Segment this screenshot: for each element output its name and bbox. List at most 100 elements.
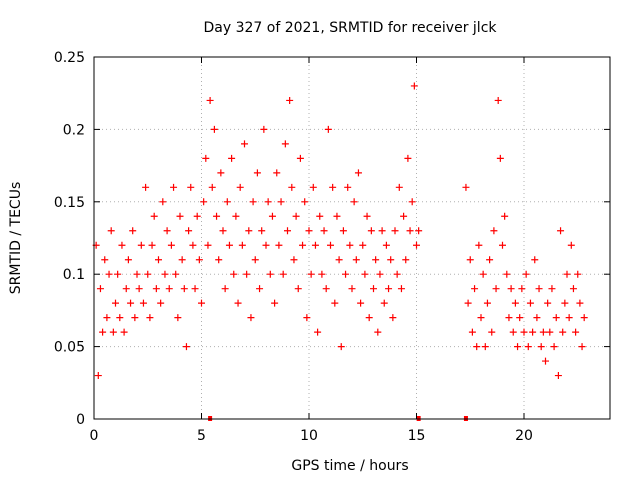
data-point xyxy=(352,256,360,264)
data-point xyxy=(346,241,354,249)
data-point xyxy=(335,256,343,264)
data-point xyxy=(256,285,264,293)
data-point xyxy=(578,343,586,351)
data-point xyxy=(391,227,399,235)
data-point xyxy=(565,314,573,322)
data-point xyxy=(202,154,210,162)
data-point xyxy=(236,183,244,191)
data-point xyxy=(322,285,330,293)
data-point xyxy=(535,285,543,293)
data-point xyxy=(382,241,390,249)
x-axis-label: GPS time / hours xyxy=(291,458,408,474)
data-point xyxy=(507,285,515,293)
data-point xyxy=(557,227,565,235)
data-point xyxy=(305,227,313,235)
data-point xyxy=(127,299,135,307)
data-point xyxy=(372,256,380,264)
data-point xyxy=(301,198,309,206)
data-point xyxy=(511,299,519,307)
data-point xyxy=(520,328,528,336)
data-point xyxy=(189,241,197,249)
data-point xyxy=(395,183,403,191)
data-point xyxy=(96,285,104,293)
data-point xyxy=(247,314,255,322)
data-point xyxy=(191,285,199,293)
y-tick-label: 0 xyxy=(76,412,85,428)
data-point xyxy=(554,372,562,380)
data-point xyxy=(99,328,107,336)
data-point xyxy=(574,270,582,278)
data-point xyxy=(105,270,113,278)
data-point xyxy=(333,212,341,220)
data-point xyxy=(490,227,498,235)
data-point xyxy=(367,227,375,235)
data-point xyxy=(114,270,122,278)
data-point xyxy=(550,343,558,351)
data-point xyxy=(499,241,506,249)
data-point xyxy=(393,270,401,278)
data-point xyxy=(339,227,347,235)
data-point xyxy=(223,198,231,206)
data-point xyxy=(402,256,410,264)
data-point xyxy=(526,299,534,307)
data-point xyxy=(281,140,289,148)
data-point xyxy=(200,198,208,206)
data-point xyxy=(486,256,494,264)
data-point xyxy=(311,241,319,249)
data-point xyxy=(152,285,160,293)
data-point xyxy=(533,314,541,322)
data-point xyxy=(539,328,547,336)
data-point xyxy=(225,241,233,249)
data-point xyxy=(327,241,334,249)
data-point xyxy=(501,212,509,220)
data-point xyxy=(228,154,236,162)
data-point xyxy=(552,314,560,322)
data-point xyxy=(253,169,261,177)
data-point xyxy=(262,241,270,249)
data-point xyxy=(172,270,180,278)
data-point xyxy=(206,96,214,104)
data-point xyxy=(258,227,266,235)
data-point xyxy=(161,270,169,278)
x-tick-label: 20 xyxy=(515,428,533,444)
data-point xyxy=(131,314,139,322)
data-point xyxy=(210,125,218,133)
data-point xyxy=(167,241,175,249)
data-point xyxy=(473,343,481,351)
x-tick-label: 15 xyxy=(408,428,426,444)
data-point xyxy=(378,227,386,235)
data-point xyxy=(548,285,556,293)
y-tick-label: 0.1 xyxy=(63,267,85,283)
data-point xyxy=(318,270,326,278)
data-point xyxy=(576,299,584,307)
data-point xyxy=(563,270,571,278)
data-point xyxy=(320,227,328,235)
data-point xyxy=(466,256,474,264)
data-point xyxy=(112,299,119,307)
data-point xyxy=(299,241,307,249)
data-point xyxy=(537,343,545,351)
data-point xyxy=(348,285,356,293)
data-point xyxy=(567,241,575,249)
data-point xyxy=(176,212,184,220)
data-point xyxy=(213,212,221,220)
data-point xyxy=(120,328,128,336)
data-point xyxy=(462,183,470,191)
data-point xyxy=(307,270,315,278)
data-point xyxy=(217,169,225,177)
data-point xyxy=(234,299,242,307)
chart-title: Day 327 of 2021, SRMTID for receiver jlc… xyxy=(204,20,498,36)
x-tick-label: 0 xyxy=(90,428,99,444)
data-point xyxy=(286,96,294,104)
data-point xyxy=(374,328,382,336)
data-point xyxy=(316,212,324,220)
data-point xyxy=(155,256,162,264)
data-point xyxy=(314,328,322,336)
data-point xyxy=(133,270,141,278)
data-point xyxy=(146,314,154,322)
data-point xyxy=(148,241,156,249)
data-point xyxy=(198,299,205,307)
data-point xyxy=(324,125,332,133)
